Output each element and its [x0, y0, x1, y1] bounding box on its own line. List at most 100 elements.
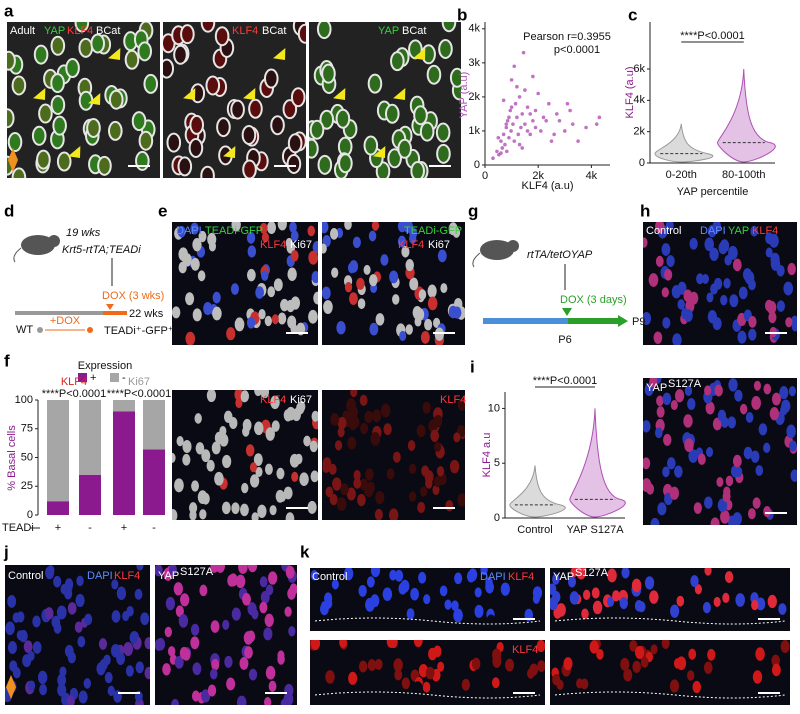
point — [536, 91, 540, 96]
cell — [349, 292, 358, 305]
cell — [332, 477, 342, 491]
cell — [687, 670, 695, 681]
cell — [7, 108, 15, 129]
arrowhead — [333, 87, 346, 100]
cell — [84, 613, 93, 626]
cell — [172, 306, 181, 319]
cell — [743, 446, 753, 460]
cell — [688, 449, 698, 463]
violin — [569, 408, 626, 518]
cell — [265, 665, 276, 680]
cell — [752, 497, 761, 509]
cell — [671, 285, 682, 299]
cell — [706, 292, 714, 303]
cell — [312, 240, 318, 254]
cell — [418, 571, 427, 584]
cell — [53, 622, 62, 634]
cell — [624, 693, 633, 705]
cell — [175, 605, 184, 618]
cell — [259, 222, 268, 235]
cell — [550, 623, 555, 631]
y-tick-label: 0 — [494, 512, 500, 524]
gfp-cell — [87, 327, 93, 333]
mouse-icon — [13, 247, 22, 263]
cell — [277, 650, 285, 661]
y-tick-label: 0 — [639, 157, 645, 169]
cell — [567, 575, 577, 588]
cell — [421, 465, 429, 477]
row-label: TEADi — [2, 522, 34, 534]
cell — [728, 245, 738, 260]
cell — [287, 587, 296, 600]
cell — [536, 640, 545, 653]
cell — [190, 257, 200, 271]
channel-label: Ki67 — [290, 239, 312, 251]
cell — [60, 583, 68, 595]
cell — [392, 294, 400, 305]
cell — [532, 593, 540, 604]
cell — [203, 301, 213, 316]
cell — [783, 281, 794, 296]
cell — [276, 467, 285, 480]
arrowhead — [413, 47, 426, 61]
cell — [681, 308, 689, 320]
point — [528, 112, 533, 116]
cell — [750, 450, 760, 463]
point — [539, 129, 543, 133]
cell — [248, 98, 263, 119]
cell — [295, 453, 303, 465]
cell — [779, 386, 789, 400]
cell — [597, 684, 607, 699]
cell — [235, 397, 243, 409]
legend-swatch — [78, 373, 87, 382]
cell — [265, 427, 275, 441]
y-tick-label: 3k — [468, 57, 480, 69]
cell — [648, 273, 659, 287]
x-tick-label: 4k — [586, 170, 598, 182]
cell — [23, 640, 33, 653]
cell — [663, 433, 672, 446]
cell — [429, 683, 440, 698]
cell — [717, 498, 728, 513]
cell — [240, 503, 249, 517]
wt-cell — [37, 327, 43, 333]
cell — [382, 612, 392, 625]
cell — [172, 508, 178, 520]
cell — [751, 599, 759, 611]
cell — [166, 132, 182, 153]
cell — [770, 252, 780, 267]
cell — [356, 622, 365, 631]
cell — [353, 470, 361, 481]
cell — [623, 668, 633, 682]
cell — [607, 596, 615, 607]
cell — [658, 610, 669, 625]
cell — [420, 331, 430, 344]
cell — [692, 609, 702, 623]
panel-letter: a — [4, 1, 14, 20]
panel-letter: k — [300, 542, 310, 561]
cell — [388, 508, 399, 520]
cell — [755, 647, 765, 661]
point — [520, 112, 525, 116]
cell-texture — [155, 565, 297, 705]
cell — [440, 283, 448, 294]
point — [491, 156, 495, 160]
y-tick-label: 100 — [15, 394, 33, 406]
cell — [397, 138, 412, 159]
cell — [323, 300, 333, 314]
cell — [286, 241, 296, 254]
cell — [108, 120, 123, 141]
cell — [687, 398, 696, 411]
cell — [194, 413, 202, 424]
cell — [643, 311, 652, 326]
cell — [283, 486, 293, 500]
point — [513, 101, 518, 106]
cell — [317, 154, 333, 175]
cell — [583, 589, 591, 601]
cell — [182, 453, 191, 466]
cell — [436, 466, 445, 477]
cell — [346, 487, 356, 501]
cell — [437, 661, 445, 672]
cell — [267, 222, 277, 235]
